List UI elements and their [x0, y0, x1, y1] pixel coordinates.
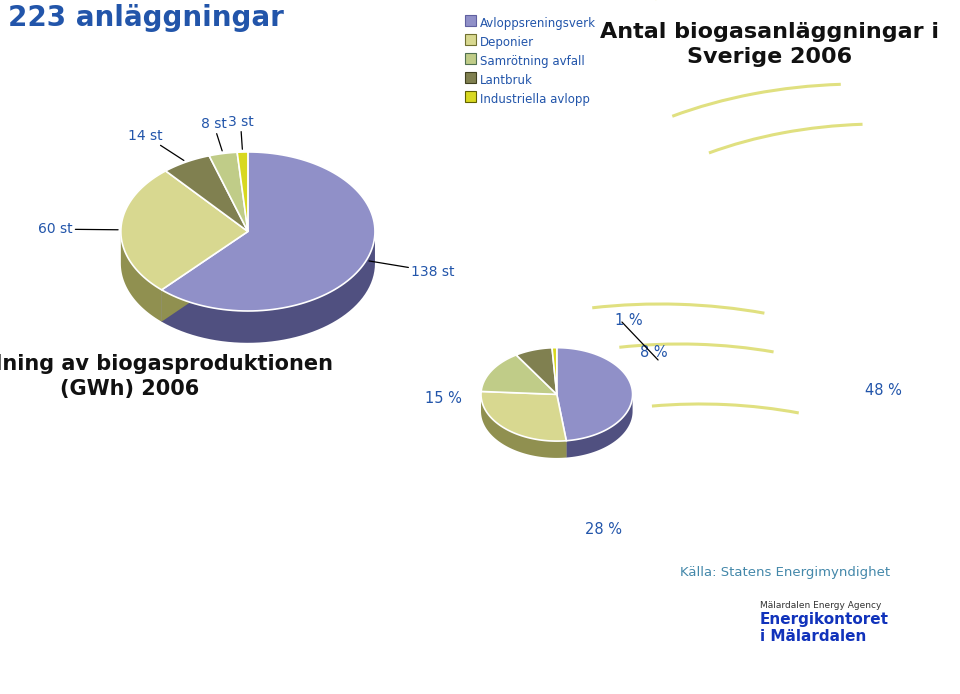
Polygon shape: [161, 152, 375, 311]
Text: Deponier: Deponier: [480, 36, 534, 49]
Text: Lantbruk: Lantbruk: [480, 74, 533, 87]
Polygon shape: [237, 152, 248, 232]
Polygon shape: [481, 391, 566, 441]
Polygon shape: [161, 232, 248, 321]
Text: 60 st: 60 st: [38, 222, 118, 236]
Polygon shape: [121, 232, 248, 290]
Text: 223 anläggningar: 223 anläggningar: [8, 4, 284, 32]
Polygon shape: [557, 394, 633, 441]
Text: Energikontoret
i Mälardalen: Energikontoret i Mälardalen: [760, 612, 889, 645]
Text: 15 %: 15 %: [425, 391, 462, 405]
Polygon shape: [481, 395, 566, 458]
Text: 48 %: 48 %: [865, 382, 901, 398]
Polygon shape: [161, 232, 375, 311]
Text: 14 st: 14 st: [128, 128, 184, 160]
Polygon shape: [516, 348, 557, 394]
Text: Samrötning avfall: Samrötning avfall: [480, 55, 585, 68]
Bar: [465, 91, 476, 102]
Bar: [465, 34, 476, 45]
Text: Industriella avlopp: Industriella avlopp: [480, 93, 589, 106]
Polygon shape: [481, 394, 566, 441]
Text: Antal biogasanläggningar i
Sverige 2006: Antal biogasanläggningar i Sverige 2006: [601, 22, 940, 67]
Bar: [465, 53, 476, 64]
Polygon shape: [552, 348, 557, 394]
Text: Avloppsreningsverk: Avloppsreningsverk: [480, 17, 596, 30]
Polygon shape: [557, 348, 633, 441]
Polygon shape: [566, 394, 633, 457]
Polygon shape: [481, 355, 557, 394]
Bar: [465, 15, 476, 26]
Text: 138 st: 138 st: [369, 261, 455, 278]
Text: 3 st: 3 st: [228, 115, 253, 149]
Polygon shape: [166, 155, 248, 232]
Text: Mälardalen Energy Agency: Mälardalen Energy Agency: [760, 601, 881, 610]
Polygon shape: [161, 232, 248, 321]
Text: 1 %: 1 %: [615, 312, 642, 328]
Polygon shape: [121, 171, 248, 290]
Text: Källa: Statens Energimyndighet: Källa: Statens Energimyndighet: [680, 566, 890, 579]
Polygon shape: [557, 394, 566, 457]
Bar: [465, 72, 476, 83]
Polygon shape: [121, 232, 161, 321]
Text: Fördelning av biogasproduktionen
(GWh) 2006: Fördelning av biogasproduktionen (GWh) 2…: [0, 354, 332, 399]
Polygon shape: [557, 394, 566, 457]
Polygon shape: [209, 152, 248, 232]
Text: 8 st: 8 st: [201, 117, 227, 151]
Text: 8 %: 8 %: [640, 344, 667, 359]
Text: 28 %: 28 %: [585, 523, 622, 537]
Polygon shape: [161, 232, 375, 343]
